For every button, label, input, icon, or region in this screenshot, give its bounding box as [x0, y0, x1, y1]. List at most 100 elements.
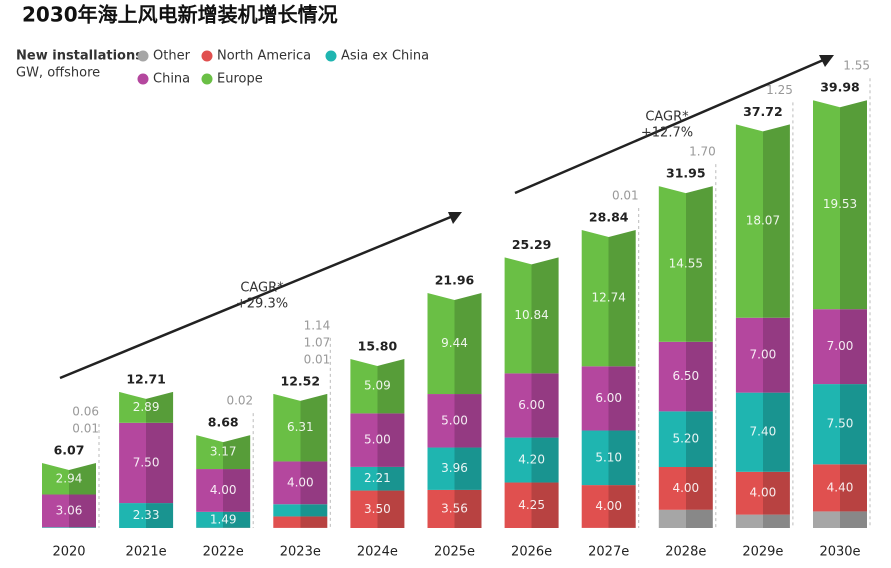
arrow-head	[448, 212, 462, 224]
value-label: 5.10	[595, 450, 622, 464]
side-label: 0.01	[612, 189, 639, 203]
bar-segment	[813, 464, 867, 512]
value-label: 4.00	[672, 481, 699, 495]
total-label: 15.80	[358, 338, 398, 353]
legend-marker	[137, 73, 149, 85]
bar-segment	[581, 430, 636, 486]
bar-top	[196, 434, 251, 443]
x-tick-label: 2025e	[434, 545, 475, 560]
value-label: 2.33	[133, 508, 160, 522]
bar-segment	[273, 461, 328, 505]
bar-segment	[350, 413, 405, 467]
arrow-head	[819, 55, 834, 67]
bar-segment	[427, 489, 482, 528]
bar-segment	[42, 527, 96, 528]
side-label: 1.55	[843, 59, 870, 73]
bar-top	[813, 99, 867, 108]
legend-label: Europe	[217, 72, 263, 87]
bar-segment	[813, 100, 867, 310]
x-tick-label: 2027e	[588, 545, 629, 560]
side-label: 0.01	[304, 352, 331, 366]
bar-segment	[119, 503, 174, 528]
value-label: 19.53	[823, 197, 857, 211]
bar-top	[735, 123, 790, 132]
value-label: 5.20	[672, 432, 699, 446]
bar-segment	[427, 293, 482, 395]
side-label: 1.14	[304, 318, 331, 332]
value-label: 7.50	[827, 417, 854, 431]
bar-segment	[504, 482, 559, 528]
total-label: 37.72	[743, 104, 783, 119]
bar-segment	[196, 511, 251, 528]
bar-segment	[735, 124, 790, 318]
annotation: +12.7%	[641, 126, 693, 141]
value-label: 4.20	[518, 453, 545, 467]
value-label: 4.00	[595, 499, 622, 513]
value-label: 3.06	[56, 503, 83, 517]
total-label: 6.07	[54, 443, 85, 458]
total-label: 21.96	[435, 273, 475, 288]
legend-marker	[137, 50, 149, 62]
total-label: 31.95	[666, 166, 706, 181]
bar-segment	[350, 490, 405, 528]
bar-segment	[581, 485, 636, 528]
legend-subtitle: GW, offshore	[16, 66, 100, 81]
legend-marker	[201, 73, 213, 85]
bar-top	[581, 229, 636, 238]
value-label: 18.07	[746, 214, 780, 228]
side-label: 1.25	[766, 83, 793, 97]
bar-segment	[735, 514, 790, 528]
value-label: 3.50	[364, 502, 391, 516]
x-tick-label: 2028e	[665, 545, 706, 560]
value-label: 10.84	[514, 308, 548, 322]
bar-top	[273, 392, 328, 401]
trend-arrow	[59, 212, 459, 380]
trend-arrow	[514, 56, 829, 195]
bar-top	[658, 185, 713, 194]
value-label: 3.17	[210, 445, 237, 459]
bar-segment	[504, 257, 559, 374]
bar-segment	[350, 358, 405, 414]
annotation: CAGR*	[645, 110, 689, 125]
bar-top	[504, 256, 559, 265]
bar-top	[42, 462, 96, 471]
bar-segment	[658, 186, 713, 342]
x-tick-label: 2030e	[819, 545, 860, 560]
bar-segment	[658, 341, 713, 412]
legend-marker	[201, 50, 213, 62]
bar-segment	[735, 317, 790, 393]
value-label: 4.00	[750, 486, 777, 500]
value-label: 7.40	[750, 425, 777, 439]
value-label: 14.55	[669, 256, 703, 270]
bar-segment	[119, 422, 174, 504]
value-label: 4.00	[210, 483, 237, 497]
bar-segment	[273, 516, 328, 528]
value-label: 6.50	[672, 369, 699, 383]
value-label: 7.50	[133, 455, 160, 469]
value-label: 4.40	[827, 480, 854, 494]
total-label: 12.71	[126, 371, 166, 386]
bar-segment	[581, 230, 636, 367]
bar-segment	[427, 447, 482, 490]
bar-segment	[273, 393, 328, 462]
bar-segment	[735, 471, 790, 515]
value-label: 2.94	[56, 471, 83, 485]
bar-segment	[581, 366, 636, 431]
value-label: 5.09	[364, 379, 391, 393]
legend-label: Other	[153, 49, 191, 64]
annotation: CAGR*	[240, 281, 284, 296]
bar-segment	[42, 494, 96, 528]
x-tick-label: 2029e	[742, 545, 783, 560]
value-label: 12.74	[592, 291, 626, 305]
total-label: 39.98	[820, 80, 860, 95]
total-label: 12.52	[281, 373, 321, 388]
legend-label: Asia ex China	[341, 49, 429, 64]
bar-segment	[504, 437, 559, 483]
bar-segment	[350, 466, 405, 491]
bar-segment	[504, 373, 559, 438]
bar-segment	[196, 469, 251, 512]
bar-segment	[427, 394, 482, 448]
total-label: 25.29	[512, 237, 552, 252]
value-label: 4.00	[287, 475, 314, 489]
value-label: 7.00	[827, 339, 854, 353]
